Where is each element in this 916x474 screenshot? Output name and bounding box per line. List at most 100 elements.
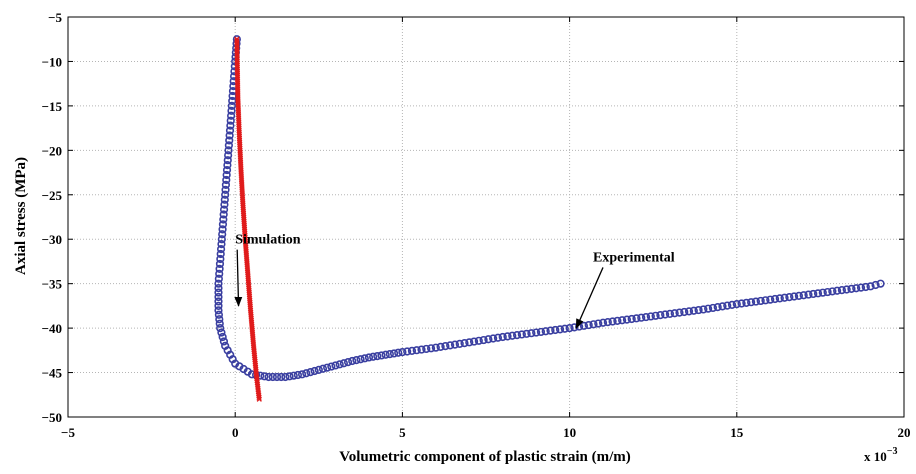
plot-frame [67,16,905,418]
experimental-point [727,300,737,309]
experimental-point [809,289,818,299]
annotation-label: Experimental [593,250,675,265]
experimental-point [689,306,698,315]
experimental-point [214,297,223,306]
experimental-point [756,296,765,306]
experimental-point [225,131,234,140]
experimental-point [871,280,880,290]
experimental-point [221,190,230,199]
experimental-point [732,300,741,309]
experimental-point [675,308,684,317]
experimental-point [450,340,460,349]
experimental-point [335,360,344,369]
experimental-point [584,320,593,330]
experimental-point [713,303,722,312]
experimental-point [352,356,361,365]
experimental-point [389,349,399,358]
experimental-point [223,156,232,165]
experimental-point [632,314,641,323]
experimental-point [646,312,655,321]
experimental-point [222,175,231,185]
y-tick-label: −45 [42,366,63,381]
experimental-point [214,310,223,319]
experimental-point [751,297,761,306]
experimental-point [222,170,231,180]
experimental-point [852,284,861,293]
experimental-point [218,230,227,239]
experimental-point [217,240,226,249]
experimental-point [289,371,298,380]
experimental-point [560,324,569,333]
annotation-arrow [575,267,604,330]
experimental-point [277,372,286,382]
y-tick-label: −35 [42,277,63,292]
experimental-point [718,302,727,311]
experimental-point [214,284,223,293]
experimental-point [293,370,303,380]
experimental-point [813,289,823,298]
experimental-point [217,235,226,244]
experimental-point [407,346,417,355]
experimental-point [221,185,230,194]
experimental-point [216,324,225,333]
experimental-point [856,283,866,292]
experimental-point [222,165,232,175]
x-multiplier-exponent: −3 [887,446,898,457]
x-tick-label: 0 [232,425,239,440]
y-tick-label: −15 [42,99,63,114]
experimental-point [220,200,229,209]
x-tick-label: 15 [730,425,744,440]
experimental-point [484,335,493,344]
experimental-point [227,106,236,115]
experimental-point [412,346,421,355]
experimental-point [225,136,234,145]
experimental-point [360,354,369,363]
series-experimental [214,35,885,382]
experimental-point [818,288,827,297]
experimental-point [536,327,546,337]
experimental-point [608,317,617,326]
experimental-point [532,328,541,337]
experimental-point [512,330,522,340]
experimental-point [594,319,603,328]
experimental-point [215,319,224,328]
experimental-point [220,195,229,204]
grid [68,17,904,417]
y-tick-label: −25 [42,188,63,203]
experimental-point [527,329,536,338]
y-tick-label: −20 [42,143,62,158]
experimental-point [565,324,574,333]
experimental-point [742,298,751,307]
experimental-point [417,345,426,354]
experimental-point [622,315,632,324]
experimental-point [356,355,365,364]
x-axis-label: Volumetric component of plastic strain (… [339,449,631,465]
experimental-point [737,299,746,308]
experimental-point [302,369,311,378]
y-tick-label: −30 [42,232,62,247]
experimental-point [381,350,390,359]
x-tick-label: 5 [399,425,406,440]
y-tick-label: −10 [42,54,62,69]
experimental-point [331,361,340,370]
experimental-point [723,301,732,310]
experimental-point [216,244,226,254]
experimental-point [684,307,694,316]
experimental-point [541,327,550,336]
experimental-point [474,336,483,345]
experimental-point [842,285,851,294]
experimental-point [285,372,294,381]
annotation-label: Simulation [235,233,301,248]
experimental-point [385,350,394,359]
experimental-point [398,348,407,357]
experimental-point [219,210,228,219]
experimental-point [227,111,236,120]
experimental-point [680,307,689,317]
simulation-point [256,396,262,402]
experimental-point [656,311,665,320]
experimental-point [327,362,336,371]
experimental-point [223,161,232,170]
experimental-point [761,296,770,305]
experimental-point [498,332,507,342]
